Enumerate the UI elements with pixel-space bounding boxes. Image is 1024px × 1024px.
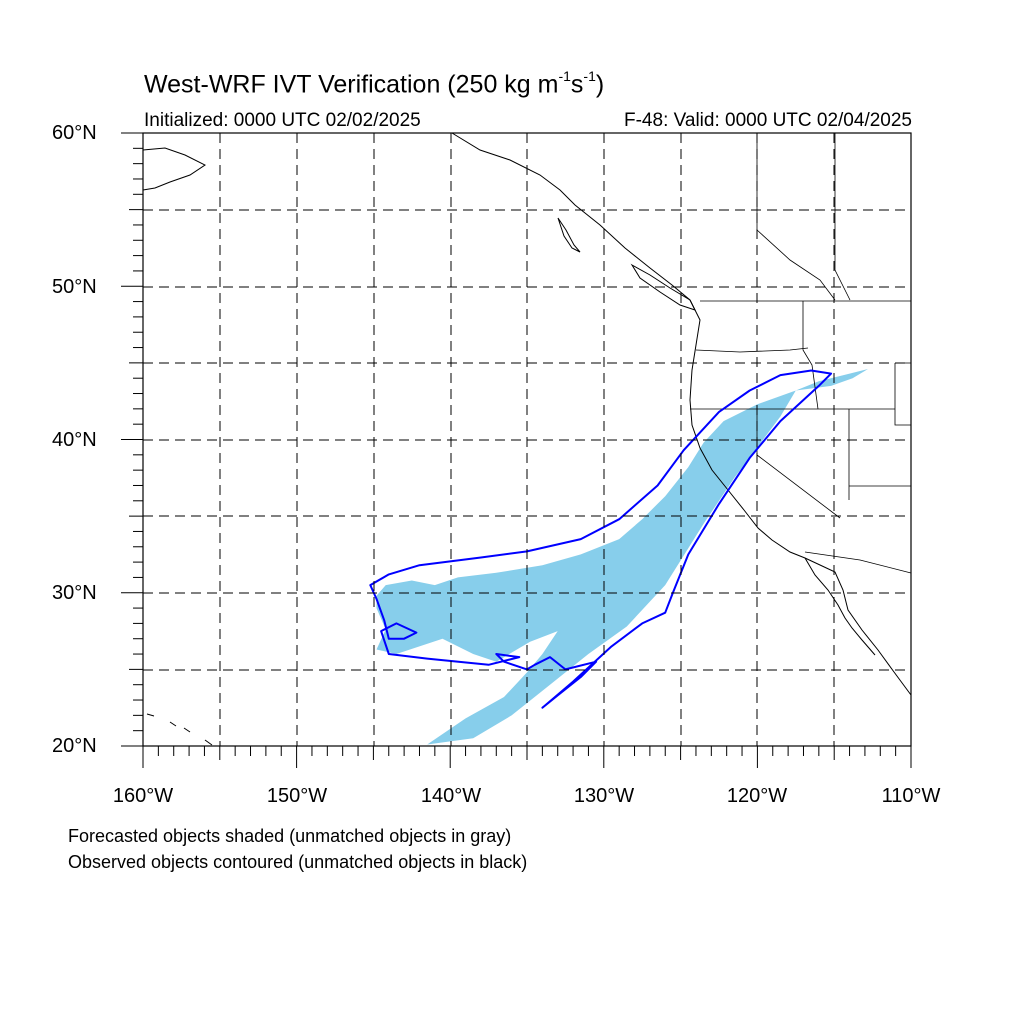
title-text-close: ) <box>595 70 605 99</box>
lat-label-20n: 20°N <box>52 735 97 757</box>
forecast-objects <box>376 369 868 745</box>
title-text-mid: s <box>570 70 584 99</box>
alaska-coast <box>142 147 206 191</box>
wa-or-border <box>695 347 809 353</box>
vancouver-island <box>630 263 696 311</box>
alberta-border <box>834 133 851 301</box>
haida-gwaii <box>557 217 581 253</box>
lon-label-160w: 160°W <box>112 785 174 807</box>
observed-objects <box>369 369 833 709</box>
lon-label-120w: 120°W <box>726 785 788 807</box>
valid-time: F-48: Valid: 0000 UTC 02/04/2025 <box>624 110 912 131</box>
graticule <box>143 133 911 746</box>
forecast-note: Forecasted objects shaded (unmatched obj… <box>68 826 512 846</box>
lat-label-30n: 30°N <box>52 582 97 604</box>
map-title: West-WRF IVT Verification (250 kg m-1s-1… <box>144 68 605 99</box>
baja-coast <box>804 557 876 656</box>
lon-label-130w: 130°W <box>573 785 635 807</box>
initialized-time: Initialized: 0000 UTC 02/02/2025 <box>144 110 421 131</box>
idaho-border <box>802 301 819 410</box>
lon-label-110w: 110°W <box>881 785 941 807</box>
observed-note: Observed objects contoured (unmatched ob… <box>68 852 528 872</box>
lat-label-50n: 50°N <box>52 276 97 298</box>
lat-label-40n: 40°N <box>52 429 97 451</box>
forecast-ivt-object <box>376 369 868 745</box>
us-mexico-border <box>804 551 912 574</box>
lat-label-60n: 60°N <box>52 122 97 144</box>
observed-ivt-contour <box>369 369 833 709</box>
hawaii-islands <box>146 713 213 746</box>
axis-ticks <box>121 132 912 768</box>
title-exponent-1: -1 <box>558 68 571 84</box>
title-text: West-WRF IVT Verification (250 kg m <box>144 70 559 99</box>
title-exponent-2: -1 <box>583 68 596 84</box>
lon-label-150w: 150°W <box>266 785 328 807</box>
lon-label-140w: 140°W <box>420 785 482 807</box>
